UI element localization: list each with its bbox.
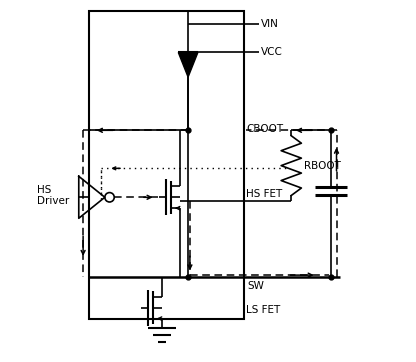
Text: LS FET: LS FET [246, 304, 280, 315]
Text: HS
Driver: HS Driver [37, 185, 69, 206]
Text: VIN: VIN [260, 18, 278, 29]
Polygon shape [178, 52, 198, 77]
Text: RBOOT: RBOOT [304, 161, 341, 171]
Text: CBOOT: CBOOT [246, 123, 283, 134]
Bar [89, 11, 244, 319]
Text: VCC: VCC [260, 47, 282, 58]
Text: SW: SW [248, 281, 265, 291]
Text: HS FET: HS FET [246, 189, 282, 199]
